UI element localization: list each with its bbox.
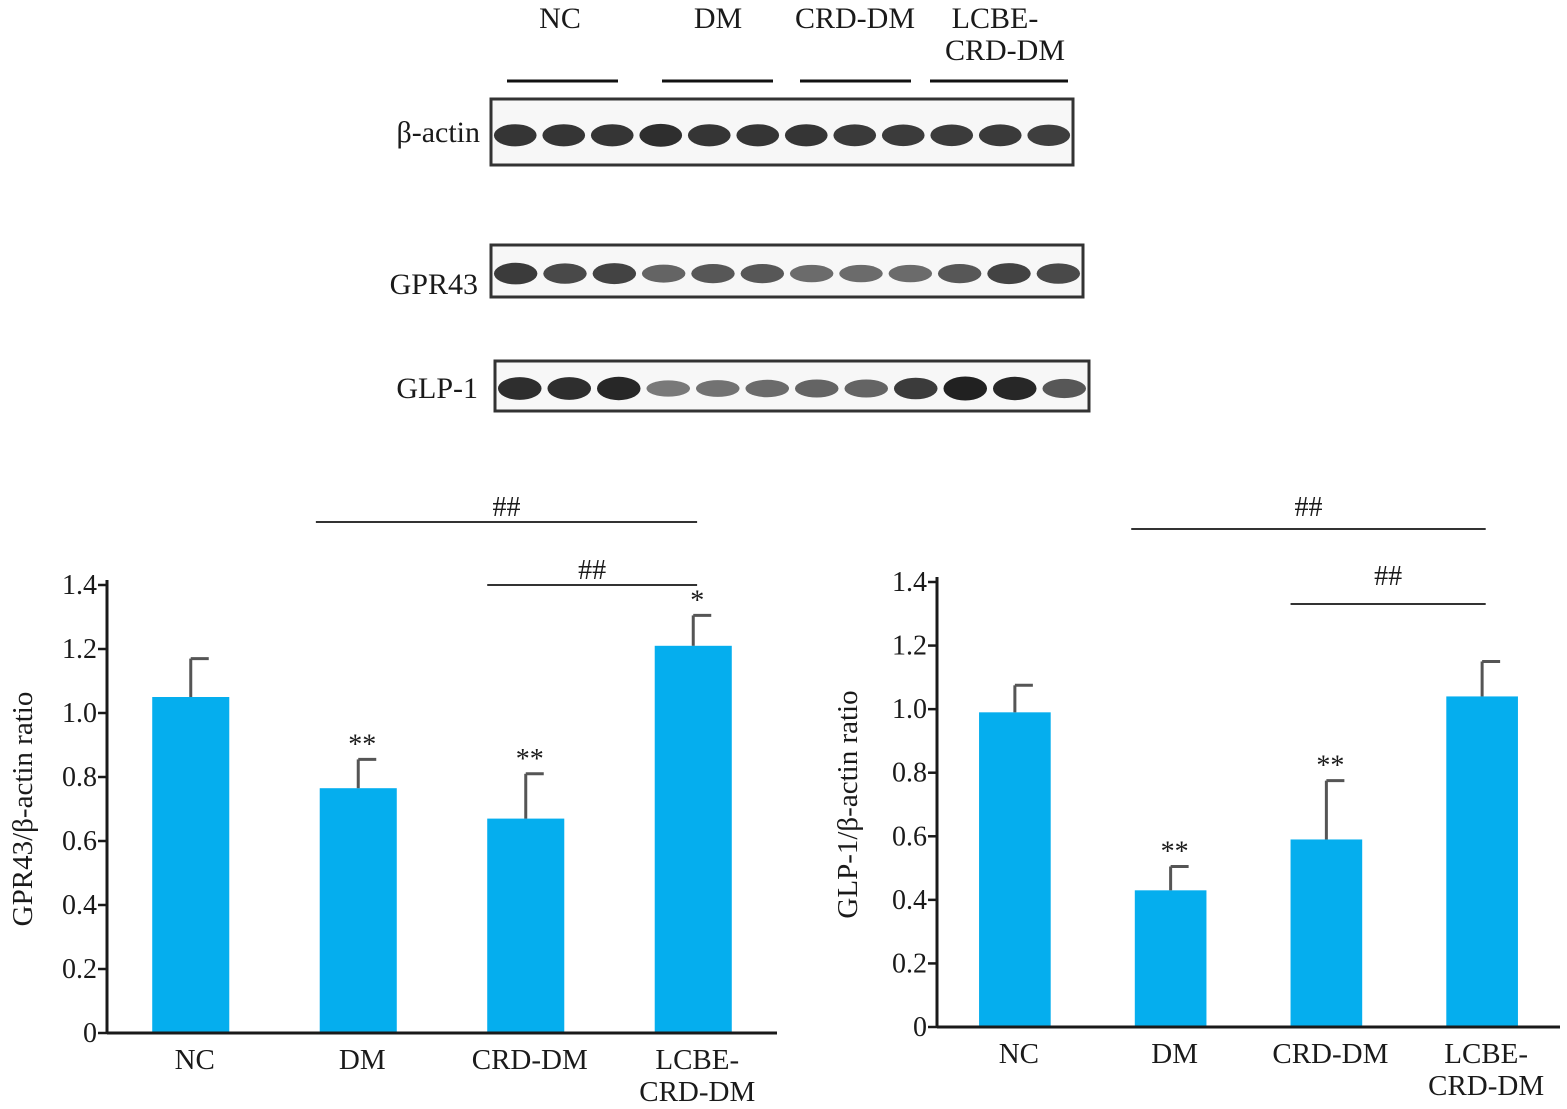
comparison-label-0: ## xyxy=(492,492,520,523)
y-tick-label: 1.4 xyxy=(892,567,927,598)
comparison-label-1: ## xyxy=(1374,561,1402,592)
blot-band xyxy=(1036,263,1081,284)
x-tick-label-1: DM xyxy=(339,1044,386,1076)
x-tick-label-1: DM xyxy=(1151,1038,1198,1070)
significance-mark-2: ** xyxy=(516,744,544,775)
blot-group-lcbe-crd-dm: CRD-DM xyxy=(945,34,1065,67)
blot-band xyxy=(493,124,537,147)
x-tick-label-3: LCBE-CRD-DM xyxy=(1428,1038,1544,1102)
y-tick-label: 0 xyxy=(83,1018,97,1049)
x-tick-label-2: CRD-DM xyxy=(472,1044,588,1076)
blot-row-0: β-actin xyxy=(396,97,1075,167)
blot-membrane xyxy=(489,243,1085,299)
blot-band xyxy=(1027,124,1071,146)
y-axis-label: GLP-1/β-actin ratio xyxy=(832,690,864,918)
blot-band xyxy=(542,124,586,147)
x-tick-label-2: CRD-DM xyxy=(1272,1038,1388,1070)
blot-group-dm: DM xyxy=(694,2,742,35)
y-tick-label: 1.0 xyxy=(892,694,927,725)
blot-band xyxy=(493,262,538,285)
blot-band xyxy=(794,379,839,398)
blot-band xyxy=(1042,378,1087,399)
blot-band xyxy=(745,379,790,398)
blot-band xyxy=(839,264,883,283)
blot-band xyxy=(978,124,1022,147)
blot-band xyxy=(497,377,542,400)
y-tick-label: 0.4 xyxy=(892,885,927,916)
blot-row-label: GPR43 xyxy=(390,268,478,301)
blot-band xyxy=(844,379,889,398)
blot-band xyxy=(992,376,1037,401)
blot-rows: β-actin GPR43 GLP-1 xyxy=(390,97,1091,413)
bar-0 xyxy=(152,697,230,1033)
blot-group-lcbe: LCBE- xyxy=(952,2,1039,35)
chart-glp1: GLP-1/β-actin ratio ** ** 0 0.2 0.4 0.6 0.8 1.0 1… xyxy=(832,492,1560,1102)
significance-mark-2: ** xyxy=(1316,751,1344,782)
y-tick-label: 0.8 xyxy=(62,762,97,793)
blot-band xyxy=(789,264,834,283)
western-blot-panel: NC DM CRD-DM LCBE- CRD-DM β-actin GPR43 GL… xyxy=(390,2,1091,413)
comparison-label-1: ## xyxy=(578,555,606,586)
blot-band xyxy=(888,264,933,283)
y-tick-label: 0.6 xyxy=(62,826,97,857)
bar-1 xyxy=(319,788,397,1033)
blot-membrane xyxy=(489,97,1075,167)
x-tick-label-3: LCBE-CRD-DM xyxy=(639,1044,755,1108)
blot-band xyxy=(646,380,691,397)
significance-mark-1: ** xyxy=(1161,836,1189,867)
x-tick-label-0: NC xyxy=(999,1038,1039,1070)
bar-2 xyxy=(487,818,565,1033)
blot-row-1: GPR43 xyxy=(390,243,1085,301)
comparison-label-0: ## xyxy=(1294,492,1322,523)
blot-band xyxy=(930,124,974,147)
y-tick-label: 0.2 xyxy=(892,948,927,979)
bar-3 xyxy=(1446,696,1518,1027)
blot-band xyxy=(547,377,592,400)
blot-band xyxy=(893,377,938,400)
blot-row-label: GLP-1 xyxy=(396,372,478,405)
blot-band xyxy=(937,264,982,284)
blot-band xyxy=(592,263,637,285)
blot-band xyxy=(641,264,686,283)
bar-3 xyxy=(654,645,732,1033)
blot-band xyxy=(691,264,735,284)
y-tick-label: 0.2 xyxy=(62,954,97,985)
blot-band xyxy=(740,264,785,284)
blot-band xyxy=(687,124,731,147)
bar-1 xyxy=(1134,890,1207,1027)
blot-band xyxy=(943,376,988,401)
y-tick-label: 1.4 xyxy=(62,570,97,601)
significance-mark-1: ** xyxy=(348,729,376,760)
y-tick-label: 0.4 xyxy=(62,890,97,921)
bar-2 xyxy=(1290,839,1363,1027)
blot-band xyxy=(833,124,877,147)
blot-band xyxy=(639,123,683,147)
blot-band xyxy=(736,124,780,147)
y-tick-label: 1.0 xyxy=(62,698,97,729)
y-tick-label: 1.2 xyxy=(892,631,927,662)
blot-band xyxy=(596,376,641,401)
blot-group-nc: NC xyxy=(539,2,581,35)
blot-band xyxy=(590,124,634,147)
y-tick-label: 0 xyxy=(913,1012,927,1043)
y-axis-label: GPR43/β-actin ratio xyxy=(7,692,39,927)
y-tick-label: 1.2 xyxy=(62,634,97,665)
x-tick-label-0: NC xyxy=(175,1044,215,1076)
blot-band xyxy=(987,263,1031,285)
blot-row-label: β-actin xyxy=(396,116,480,149)
bar-0 xyxy=(979,712,1051,1027)
blot-membrane xyxy=(493,359,1091,413)
significance-mark-3: * xyxy=(690,585,704,616)
blot-band xyxy=(695,380,740,397)
chart-gpr43: GPR43/β-actin ratio ** ***00.20.40.60.81.0… xyxy=(7,492,777,1108)
blot-group-labels: NC DM CRD-DM LCBE- CRD-DM xyxy=(539,2,1065,67)
blot-band xyxy=(543,263,587,284)
y-tick-label: 0.6 xyxy=(892,821,927,852)
y-tick-label: 0.8 xyxy=(892,758,927,789)
blot-row-2: GLP-1 xyxy=(396,359,1091,413)
blot-band xyxy=(881,124,925,147)
blot-band xyxy=(784,124,828,147)
blot-group-crd-dm: CRD-DM xyxy=(795,2,915,35)
